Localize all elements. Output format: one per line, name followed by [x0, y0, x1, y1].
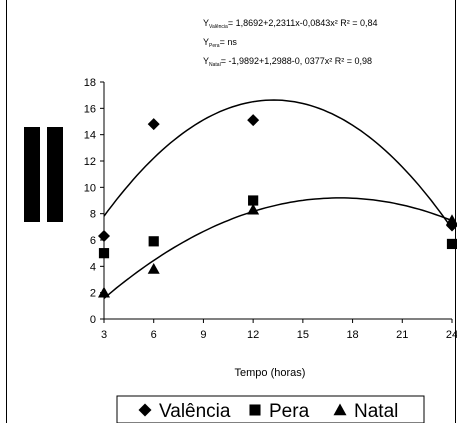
x-tick-label: 9: [200, 329, 206, 341]
point-valência: [247, 114, 260, 127]
point-pera: [98, 248, 110, 259]
legend-marker-pera: [249, 404, 261, 416]
legend-marker-natal: [333, 403, 347, 416]
point-natal: [247, 203, 260, 215]
legend-marker-valência: [138, 403, 152, 417]
data-points: [98, 114, 457, 298]
y-tick-label: 0: [90, 314, 96, 326]
y-tick-label: 8: [90, 209, 96, 221]
x-tick-label: 24: [446, 329, 457, 341]
x-tick-label: 18: [346, 329, 358, 341]
point-valência: [147, 118, 160, 131]
equation-0: YValência= 1,8692+2,2311x-0,0843x² R² = …: [203, 18, 378, 30]
legend-label-natal: Natal: [354, 401, 398, 422]
x-tick-label: 15: [297, 329, 309, 341]
chart-frame: [6, 0, 456, 423]
point-pera: [248, 195, 259, 206]
y-tick-label: 4: [90, 261, 96, 273]
x-axis-label: Tempo (horas): [235, 367, 306, 379]
x-tick-label: 3: [101, 329, 107, 341]
legend: Valência Pera Natal: [116, 395, 425, 423]
fit-curve-valência: [103, 99, 453, 230]
legend-label-pera: Pera: [269, 401, 310, 422]
point-pera: [446, 238, 457, 250]
equation-1: YPera= ns: [203, 37, 237, 49]
y-tick-label: 10: [84, 182, 96, 194]
point-natal: [446, 214, 457, 226]
y-tick-label: 14: [84, 130, 96, 142]
y-tick-label: 16: [84, 103, 96, 115]
regression-equations: YValência= 1,8692+2,2311x-0,0843x² R² = …: [203, 18, 378, 68]
fit-curves: [103, 99, 453, 299]
point-natal: [147, 262, 160, 274]
fit-curve-natal: [103, 197, 453, 299]
x-tick-label: 12: [247, 329, 259, 341]
point-pera: [148, 236, 159, 247]
x-tick-label: 21: [396, 329, 408, 341]
legend-box: [116, 395, 425, 423]
y-axis-label-redacted: [24, 127, 63, 222]
y-tick-label: 2: [90, 288, 96, 300]
legend-label-valência: Valência: [159, 401, 231, 422]
equation-2: YNatal= -1,9892+1,2988-0, 0377x² R² = 0,…: [203, 56, 372, 68]
x-tick-label: 6: [151, 329, 157, 341]
point-valência: [98, 230, 110, 243]
y-tick-label: 12: [84, 156, 96, 168]
point-natal: [98, 286, 110, 298]
y-tick-label: 18: [84, 77, 96, 89]
y-tick-label: 6: [90, 235, 96, 247]
